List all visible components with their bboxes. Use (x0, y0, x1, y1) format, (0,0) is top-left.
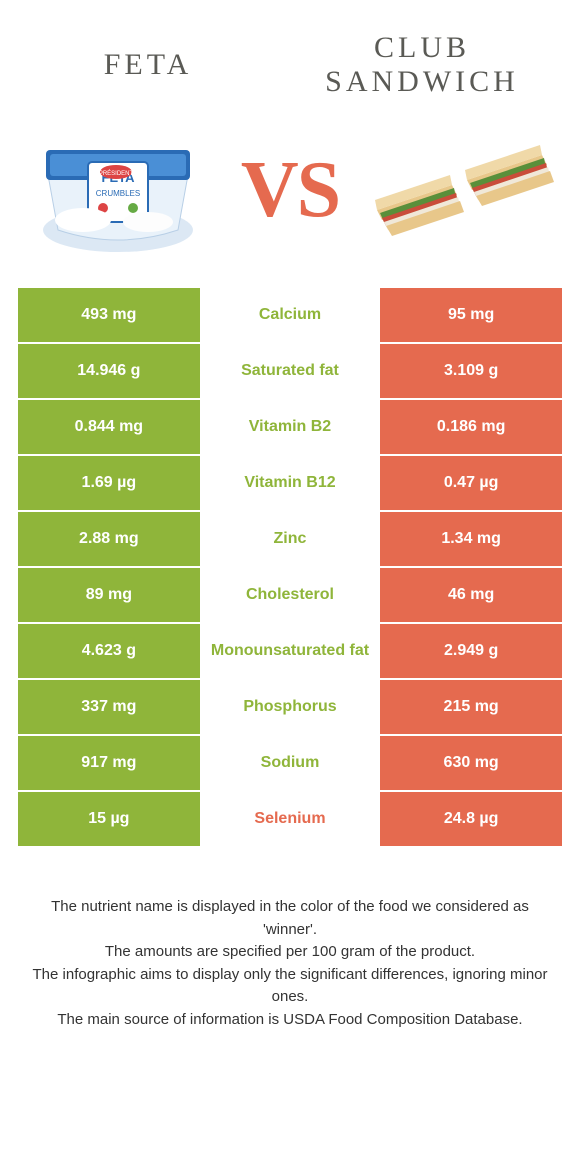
right-value: 24.8 µg (380, 792, 562, 846)
feta-icon: FETA CRUMBLES PRÉSIDENT (28, 120, 208, 260)
left-value: 917 mg (18, 736, 200, 790)
left-value: 4.623 g (18, 624, 200, 678)
left-value: 2.88 mg (18, 512, 200, 566)
nutrient-name: Vitamin B2 (200, 400, 381, 454)
right-value: 0.186 mg (380, 400, 562, 454)
left-value: 0.844 mg (18, 400, 200, 454)
food-right-image (367, 115, 557, 265)
nutrient-name: Phosphorus (200, 680, 381, 734)
vs-label: VS (241, 145, 339, 236)
footer-notes: The nutrient name is displayed in the co… (18, 896, 562, 1031)
table-row: 337 mgPhosphorus215 mg (18, 678, 562, 734)
footer-line: The nutrient name is displayed in the co… (28, 896, 552, 941)
svg-text:CRUMBLES: CRUMBLES (96, 189, 140, 198)
right-value: 95 mg (380, 288, 562, 342)
table-row: 1.69 µgVitamin B120.47 µg (18, 454, 562, 510)
table-row: 4.623 gMonounsaturated fat2.949 g (18, 622, 562, 678)
table-row: 0.844 mgVitamin B20.186 mg (18, 398, 562, 454)
table-row: 493 mgCalcium95 mg (18, 288, 562, 342)
nutrient-name: Vitamin B12 (200, 456, 381, 510)
left-value: 337 mg (18, 680, 200, 734)
table-row: 2.88 mgZinc1.34 mg (18, 510, 562, 566)
nutrient-name: Zinc (200, 512, 381, 566)
sandwich-icon (367, 125, 557, 255)
food-right-title: CLUB SANDWICH (312, 31, 532, 99)
table-row: 917 mgSodium630 mg (18, 734, 562, 790)
right-value: 215 mg (380, 680, 562, 734)
hero-row: FETA CRUMBLES PRÉSIDENT VS (18, 100, 562, 280)
table-row: 89 mgCholesterol46 mg (18, 566, 562, 622)
table-row: 15 µgSelenium24.8 µg (18, 790, 562, 846)
nutrient-name: Selenium (200, 792, 381, 846)
left-value: 15 µg (18, 792, 200, 846)
nutrient-name: Cholesterol (200, 568, 381, 622)
nutrient-name: Calcium (200, 288, 381, 342)
left-value: 14.946 g (18, 344, 200, 398)
right-value: 0.47 µg (380, 456, 562, 510)
footer-line: The amounts are specified per 100 gram o… (28, 941, 552, 964)
food-left-title: FETA (48, 48, 248, 82)
footer-line: The main source of information is USDA F… (28, 1009, 552, 1032)
right-value: 630 mg (380, 736, 562, 790)
nutrient-name: Sodium (200, 736, 381, 790)
nutrient-name: Monounsaturated fat (200, 624, 381, 678)
left-value: 1.69 µg (18, 456, 200, 510)
food-left-image: FETA CRUMBLES PRÉSIDENT (23, 115, 213, 265)
left-value: 493 mg (18, 288, 200, 342)
svg-text:PRÉSIDENT: PRÉSIDENT (99, 170, 134, 177)
right-value: 3.109 g (380, 344, 562, 398)
header: FETA CLUB SANDWICH (18, 20, 562, 110)
footer-line: The infographic aims to display only the… (28, 964, 552, 1009)
right-value: 46 mg (380, 568, 562, 622)
right-value: 1.34 mg (380, 512, 562, 566)
nutrient-table: 493 mgCalcium95 mg14.946 gSaturated fat3… (18, 288, 562, 846)
left-value: 89 mg (18, 568, 200, 622)
nutrient-name: Saturated fat (200, 344, 381, 398)
table-row: 14.946 gSaturated fat3.109 g (18, 342, 562, 398)
right-value: 2.949 g (380, 624, 562, 678)
